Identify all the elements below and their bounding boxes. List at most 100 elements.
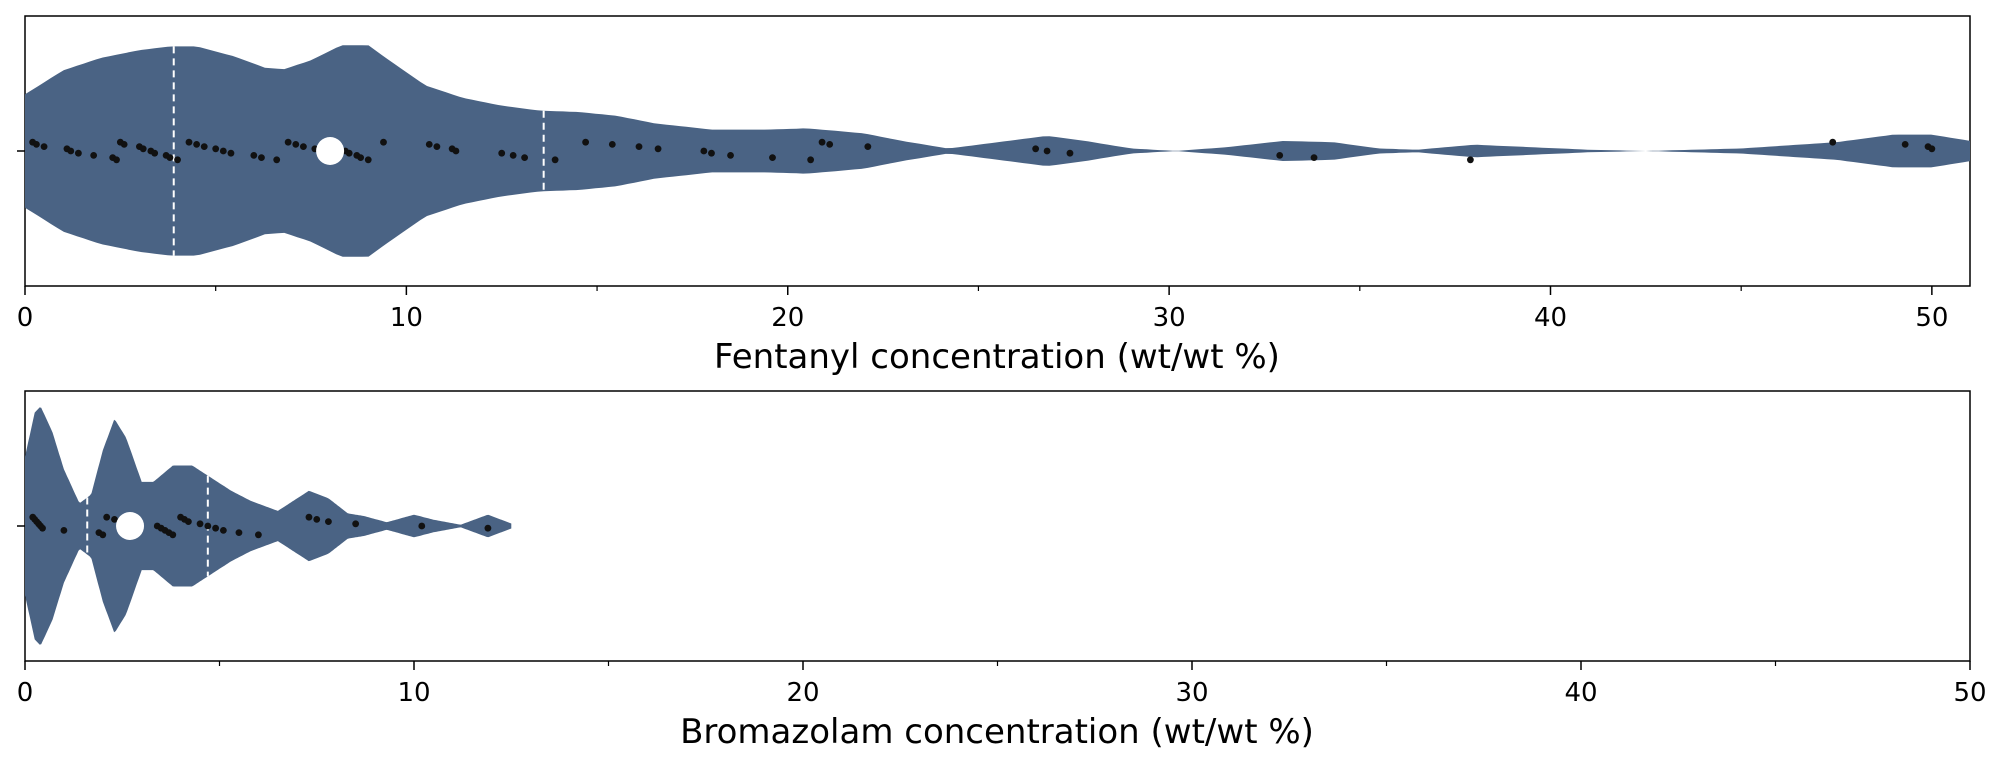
fentanyl-data-point [345, 149, 353, 157]
bromazolam-data-point [484, 524, 492, 532]
fentanyl-data-point [113, 156, 120, 164]
bromazolam-x-axis-title: Bromazolam concentration (wt/wt %) [680, 712, 1314, 752]
fentanyl-data-point [425, 141, 433, 148]
bromazolam-data-point [219, 527, 227, 534]
fentanyl-data-point [1901, 141, 1909, 148]
fentanyl-data-point [1066, 149, 1074, 157]
fentanyl-data-point [250, 152, 258, 159]
fentanyl-x-tick-label: 20 [771, 303, 804, 333]
fentanyl-data-point [292, 141, 300, 148]
fentanyl-data-point [166, 154, 174, 162]
bromazolam-x-tick-label: 30 [1175, 678, 1208, 708]
fentanyl-data-point [200, 143, 208, 151]
fentanyl-data-point [1043, 147, 1051, 155]
fentanyl-x-tick-label: 30 [1153, 303, 1186, 333]
fentanyl-x-tick-label: 40 [1534, 303, 1567, 333]
fentanyl-data-point [40, 143, 48, 151]
fentanyl-x-tick-label: 50 [1915, 303, 1948, 333]
bromazolam-data-point [313, 516, 321, 523]
fentanyl-data-point [1467, 156, 1474, 164]
bromazolam-data-point [352, 520, 360, 528]
fentanyl-data-point [635, 143, 643, 151]
fentanyl-data-point [273, 156, 281, 164]
fentanyl-data-point [219, 147, 227, 155]
fentanyl-data-point [807, 156, 815, 164]
fentanyl-data-point [174, 156, 181, 164]
fentanyl-data-point [1276, 152, 1284, 159]
fentanyl-data-point [357, 154, 365, 162]
fentanyl-data-point [90, 152, 98, 159]
fentanyl-data-point [1310, 154, 1318, 162]
fentanyl-data-point [185, 138, 193, 146]
bromazolam-data-point [103, 513, 111, 521]
fentanyl-data-point [1928, 145, 1936, 153]
fentanyl-data-point [1829, 138, 1837, 146]
fentanyl-data-point [364, 156, 372, 164]
fentanyl-data-point [1032, 145, 1040, 153]
fentanyl-data-point [654, 145, 662, 153]
fentanyl-data-point [498, 149, 506, 157]
fentanyl-x-tick-label: 0 [17, 303, 34, 333]
fentanyl-data-point [509, 152, 517, 159]
fentanyl-data-point [551, 156, 559, 164]
fentanyl-violin-body [25, 45, 1970, 257]
fentanyl-data-point [139, 145, 147, 153]
bromazolam-x-tick-label: 10 [397, 678, 430, 708]
fentanyl-x-axis-title: Fentanyl concentration (wt/wt %) [714, 337, 1280, 377]
fentanyl-data-point [769, 154, 776, 162]
bromazolam-data-point [255, 531, 262, 539]
bromazolam-violin-body [25, 407, 512, 645]
bromazolam-data-point [212, 524, 220, 532]
fentanyl-data-point [608, 141, 616, 148]
bromazolam-data-point [60, 527, 68, 534]
bromazolam-data-point [235, 529, 243, 536]
fentanyl-data-point [258, 154, 265, 162]
bromazolam-data-point [169, 531, 177, 539]
fentanyl-data-point [864, 143, 872, 151]
bromazolam-violin-panel: 0 10 20 30 40 50 Bromazolam concentration (wt… [17, 390, 1987, 752]
fentanyl-data-point [380, 138, 387, 146]
fentanyl-data-point [193, 141, 201, 148]
fentanyl-data-point [708, 149, 715, 157]
fentanyl-median-marker [316, 137, 345, 165]
fentanyl-data-point [521, 154, 528, 162]
bromazolam-median-marker [116, 512, 145, 540]
fentanyl-data-point [300, 143, 307, 151]
bromazolam-x-tick-label: 20 [786, 678, 819, 708]
fentanyl-data-point [452, 147, 460, 155]
fentanyl-data-point [818, 138, 826, 146]
fentanyl-data-point [227, 149, 235, 157]
fentanyl-violin-marks [25, 45, 1970, 257]
bromazolam-x-tick-label: 40 [1564, 678, 1597, 708]
fentanyl-data-point [120, 141, 128, 148]
bromazolam-data-point [418, 522, 426, 530]
fentanyl-x-tick-label: 10 [390, 303, 423, 333]
fentanyl-data-point [727, 152, 734, 159]
bromazolam-data-point [204, 522, 212, 530]
fentanyl-data-point [582, 138, 590, 146]
bromazolam-data-point [184, 518, 192, 525]
fentanyl-data-point [151, 149, 159, 157]
bromazolam-data-point [111, 516, 118, 523]
bromazolam-x-ticks: 0 10 20 30 40 50 [17, 525, 1987, 708]
fentanyl-data-point [284, 138, 292, 146]
bromazolam-violin-marks [25, 407, 512, 645]
bromazolam-x-tick-label: 0 [17, 678, 34, 708]
fentanyl-x-ticks: 0 10 20 30 40 50 [17, 150, 1948, 333]
bromazolam-data-point [305, 513, 313, 521]
bromazolam-data-point [39, 524, 46, 532]
bromazolam-data-point [325, 518, 332, 525]
bromazolam-x-tick-label: 50 [1953, 678, 1986, 708]
fentanyl-data-point [74, 149, 82, 157]
fentanyl-data-point [67, 147, 75, 155]
bromazolam-data-point [196, 520, 204, 528]
bromazolam-data-point [99, 531, 107, 539]
fentanyl-data-point [700, 147, 708, 155]
fentanyl-data-point [33, 141, 40, 148]
fentanyl-data-point [826, 141, 834, 148]
fentanyl-data-point [212, 145, 220, 153]
fentanyl-data-point [433, 143, 441, 151]
fentanyl-violin-panel: 0 10 20 30 40 50 Fentanyl concentration (wt/w… [17, 15, 1971, 377]
